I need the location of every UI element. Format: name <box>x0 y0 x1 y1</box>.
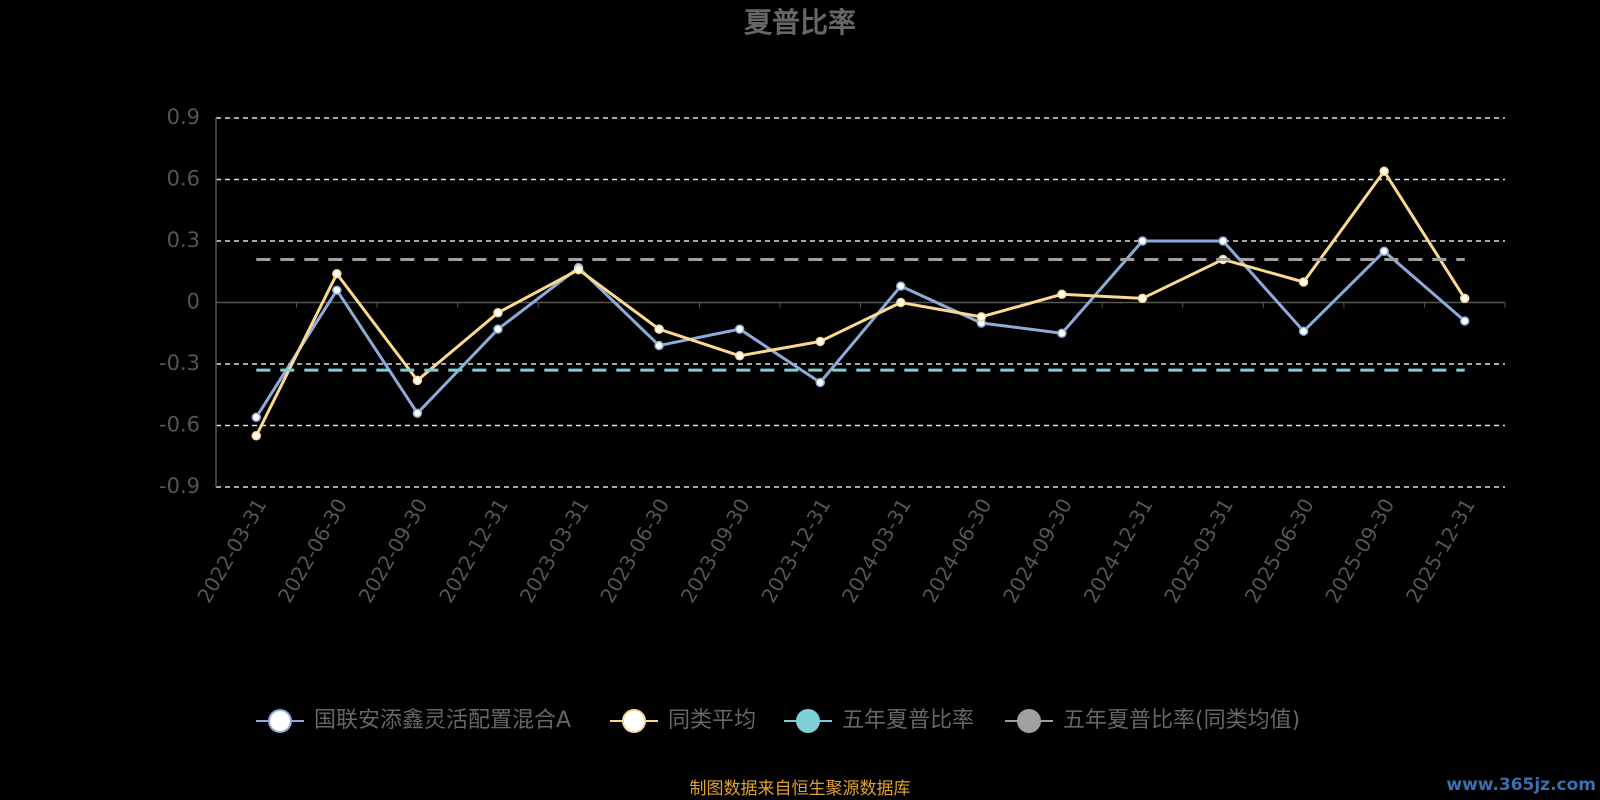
data-point <box>1459 293 1470 304</box>
legend-label: 五年夏普比率(同类均值) <box>1063 708 1300 733</box>
data-point <box>896 297 906 308</box>
chart-title: 夏普比率 <box>744 6 856 39</box>
data-point <box>332 269 342 279</box>
data-point <box>654 324 664 334</box>
data-point <box>1057 289 1067 300</box>
legend-marker <box>1017 709 1041 733</box>
y-tick-label: -0.6 <box>159 413 200 437</box>
legend-label: 五年夏普比率 <box>842 708 974 733</box>
legend-label: 同类平均 <box>668 708 756 733</box>
data-point <box>734 351 745 361</box>
data-point <box>734 324 745 334</box>
data-point <box>1379 246 1389 256</box>
data-point <box>1379 166 1389 177</box>
data-point <box>1057 328 1067 338</box>
data-point <box>1459 316 1470 326</box>
legend-label: 国联安添鑫灵活配置混合A <box>314 708 571 733</box>
data-point <box>251 412 262 423</box>
data-point <box>1218 236 1228 246</box>
series-line <box>254 168 1466 437</box>
y-tick-label: -0.9 <box>159 474 200 498</box>
source-note: 制图数据来自恒生聚源数据库 <box>690 779 911 799</box>
data-point <box>1137 236 1148 246</box>
y-tick-label: 0.9 <box>167 105 200 129</box>
data-point <box>493 324 503 334</box>
legend-marker <box>796 709 820 733</box>
y-tick-label: 0.3 <box>167 228 200 252</box>
watermark: www.365jz.com <box>1446 775 1596 795</box>
data-point <box>815 377 825 388</box>
y-tick-label: 0 <box>187 290 200 314</box>
data-point <box>976 312 987 322</box>
legend-marker <box>622 709 646 733</box>
data-point <box>654 340 664 351</box>
data-point <box>493 308 503 318</box>
data-point <box>1298 277 1309 287</box>
data-point <box>573 264 584 275</box>
data-point <box>332 285 342 295</box>
data-point <box>1298 326 1309 336</box>
data-point <box>251 431 262 441</box>
y-tick-label: -0.3 <box>159 351 200 375</box>
data-point <box>1137 293 1148 304</box>
y-tick-label: 0.6 <box>167 167 200 191</box>
data-point <box>412 375 423 386</box>
data-point <box>815 336 825 347</box>
legend-marker <box>268 709 292 733</box>
data-point <box>896 281 906 291</box>
data-point <box>412 408 423 418</box>
